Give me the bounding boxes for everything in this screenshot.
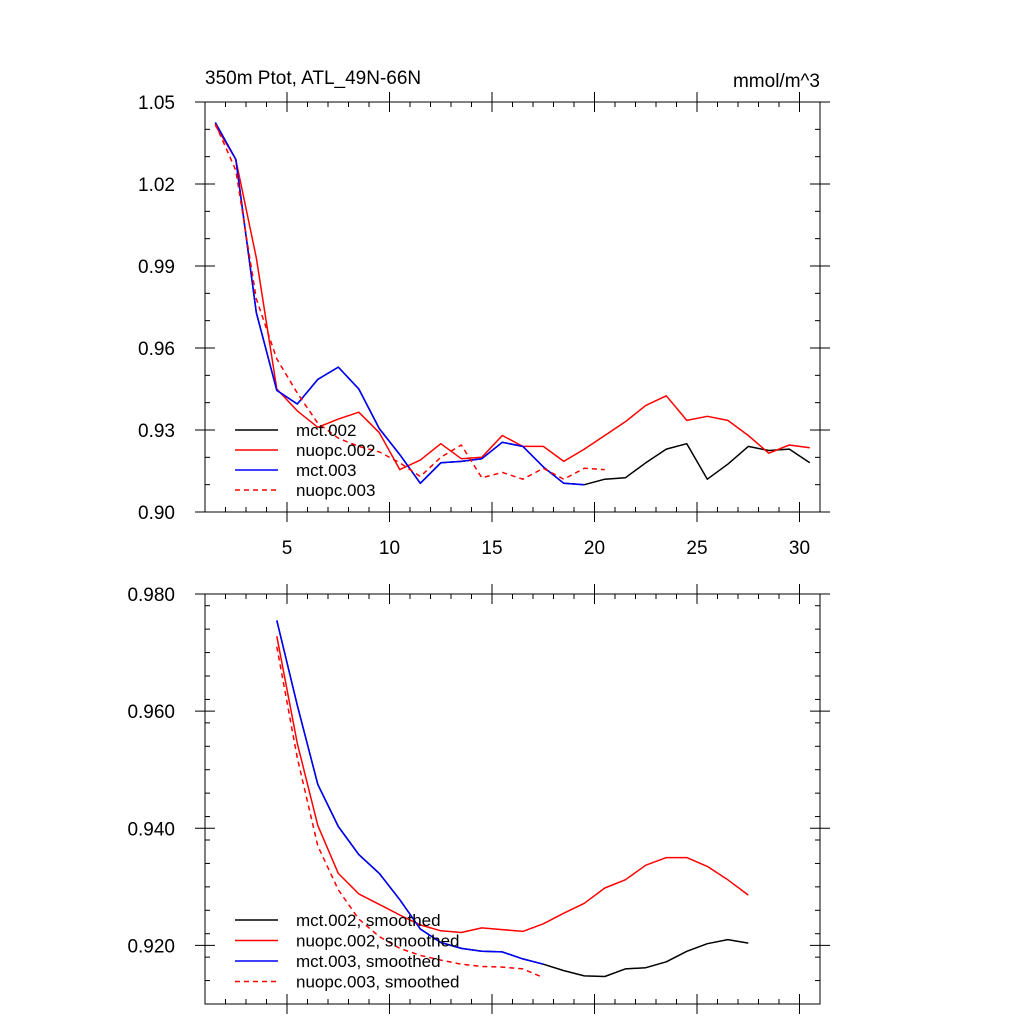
y-tick-label: 1.05 <box>138 93 175 114</box>
chart-title: 350m Ptot, ATL_49N-66N <box>205 68 421 89</box>
y-tick-label: 0.920 <box>127 936 175 957</box>
x-tick-label: 30 <box>789 538 810 559</box>
bottom-plot-area: 0.920 0.940 0.960 0.980 <box>127 584 830 1014</box>
legend-label: nuopc.003, smoothed <box>296 973 460 992</box>
top-chart-panel: 350m Ptot, ATL_49N-66N mmol/m^3 5 10 15 20 2… <box>138 68 830 559</box>
top-plot-area: 5 10 15 20 25 30 0.90 0.93 0.96 0.99 1.02 1.05 <box>138 92 830 559</box>
series-line-nuopc-002 <box>214 124 810 471</box>
y-tick-label: 1.02 <box>138 175 175 196</box>
series-line-nuopc-002-smoothed <box>276 636 749 934</box>
y-tick-label: 0.99 <box>138 257 175 278</box>
legend-label: nuopc.002 <box>296 441 375 460</box>
y-tick-label: 0.93 <box>138 421 175 442</box>
legend-label: mct.003 <box>296 461 356 480</box>
legend-label: nuopc.002, smoothed <box>296 932 460 951</box>
series-line-mct-003-smoothed <box>276 620 544 965</box>
bottom-chart-panel: 0.920 0.940 0.960 0.980 mct.002, smoothed nu… <box>127 584 830 1014</box>
units-label: mmol/m^3 <box>733 71 820 92</box>
legend-label: mct.003, smoothed <box>296 952 441 971</box>
x-tick-label: 25 <box>686 538 707 559</box>
y-tick-label: 0.980 <box>127 585 175 606</box>
series-line-mct-003 <box>214 122 585 486</box>
x-tick-label: 20 <box>584 538 605 559</box>
legend-label: mct.002 <box>296 421 356 440</box>
bottom-legend: mct.002, smoothed nuopc.002, smoothedmct.… <box>235 911 460 992</box>
x-tick-label: 5 <box>282 538 293 559</box>
legend-label: nuopc.003 <box>296 481 375 500</box>
y-tick-label: 0.940 <box>127 819 175 840</box>
series-line-nuopc-003 <box>214 123 605 480</box>
y-tick-label: 0.960 <box>127 702 175 723</box>
y-tick-label: 0.96 <box>138 339 175 360</box>
legend-label: mct.002, smoothed <box>296 911 441 930</box>
y-tick-label: 0.90 <box>138 503 175 524</box>
x-tick-label: 10 <box>379 538 400 559</box>
x-tick-label: 15 <box>481 538 502 559</box>
series-line-nuopc-003-smoothed <box>276 646 544 979</box>
